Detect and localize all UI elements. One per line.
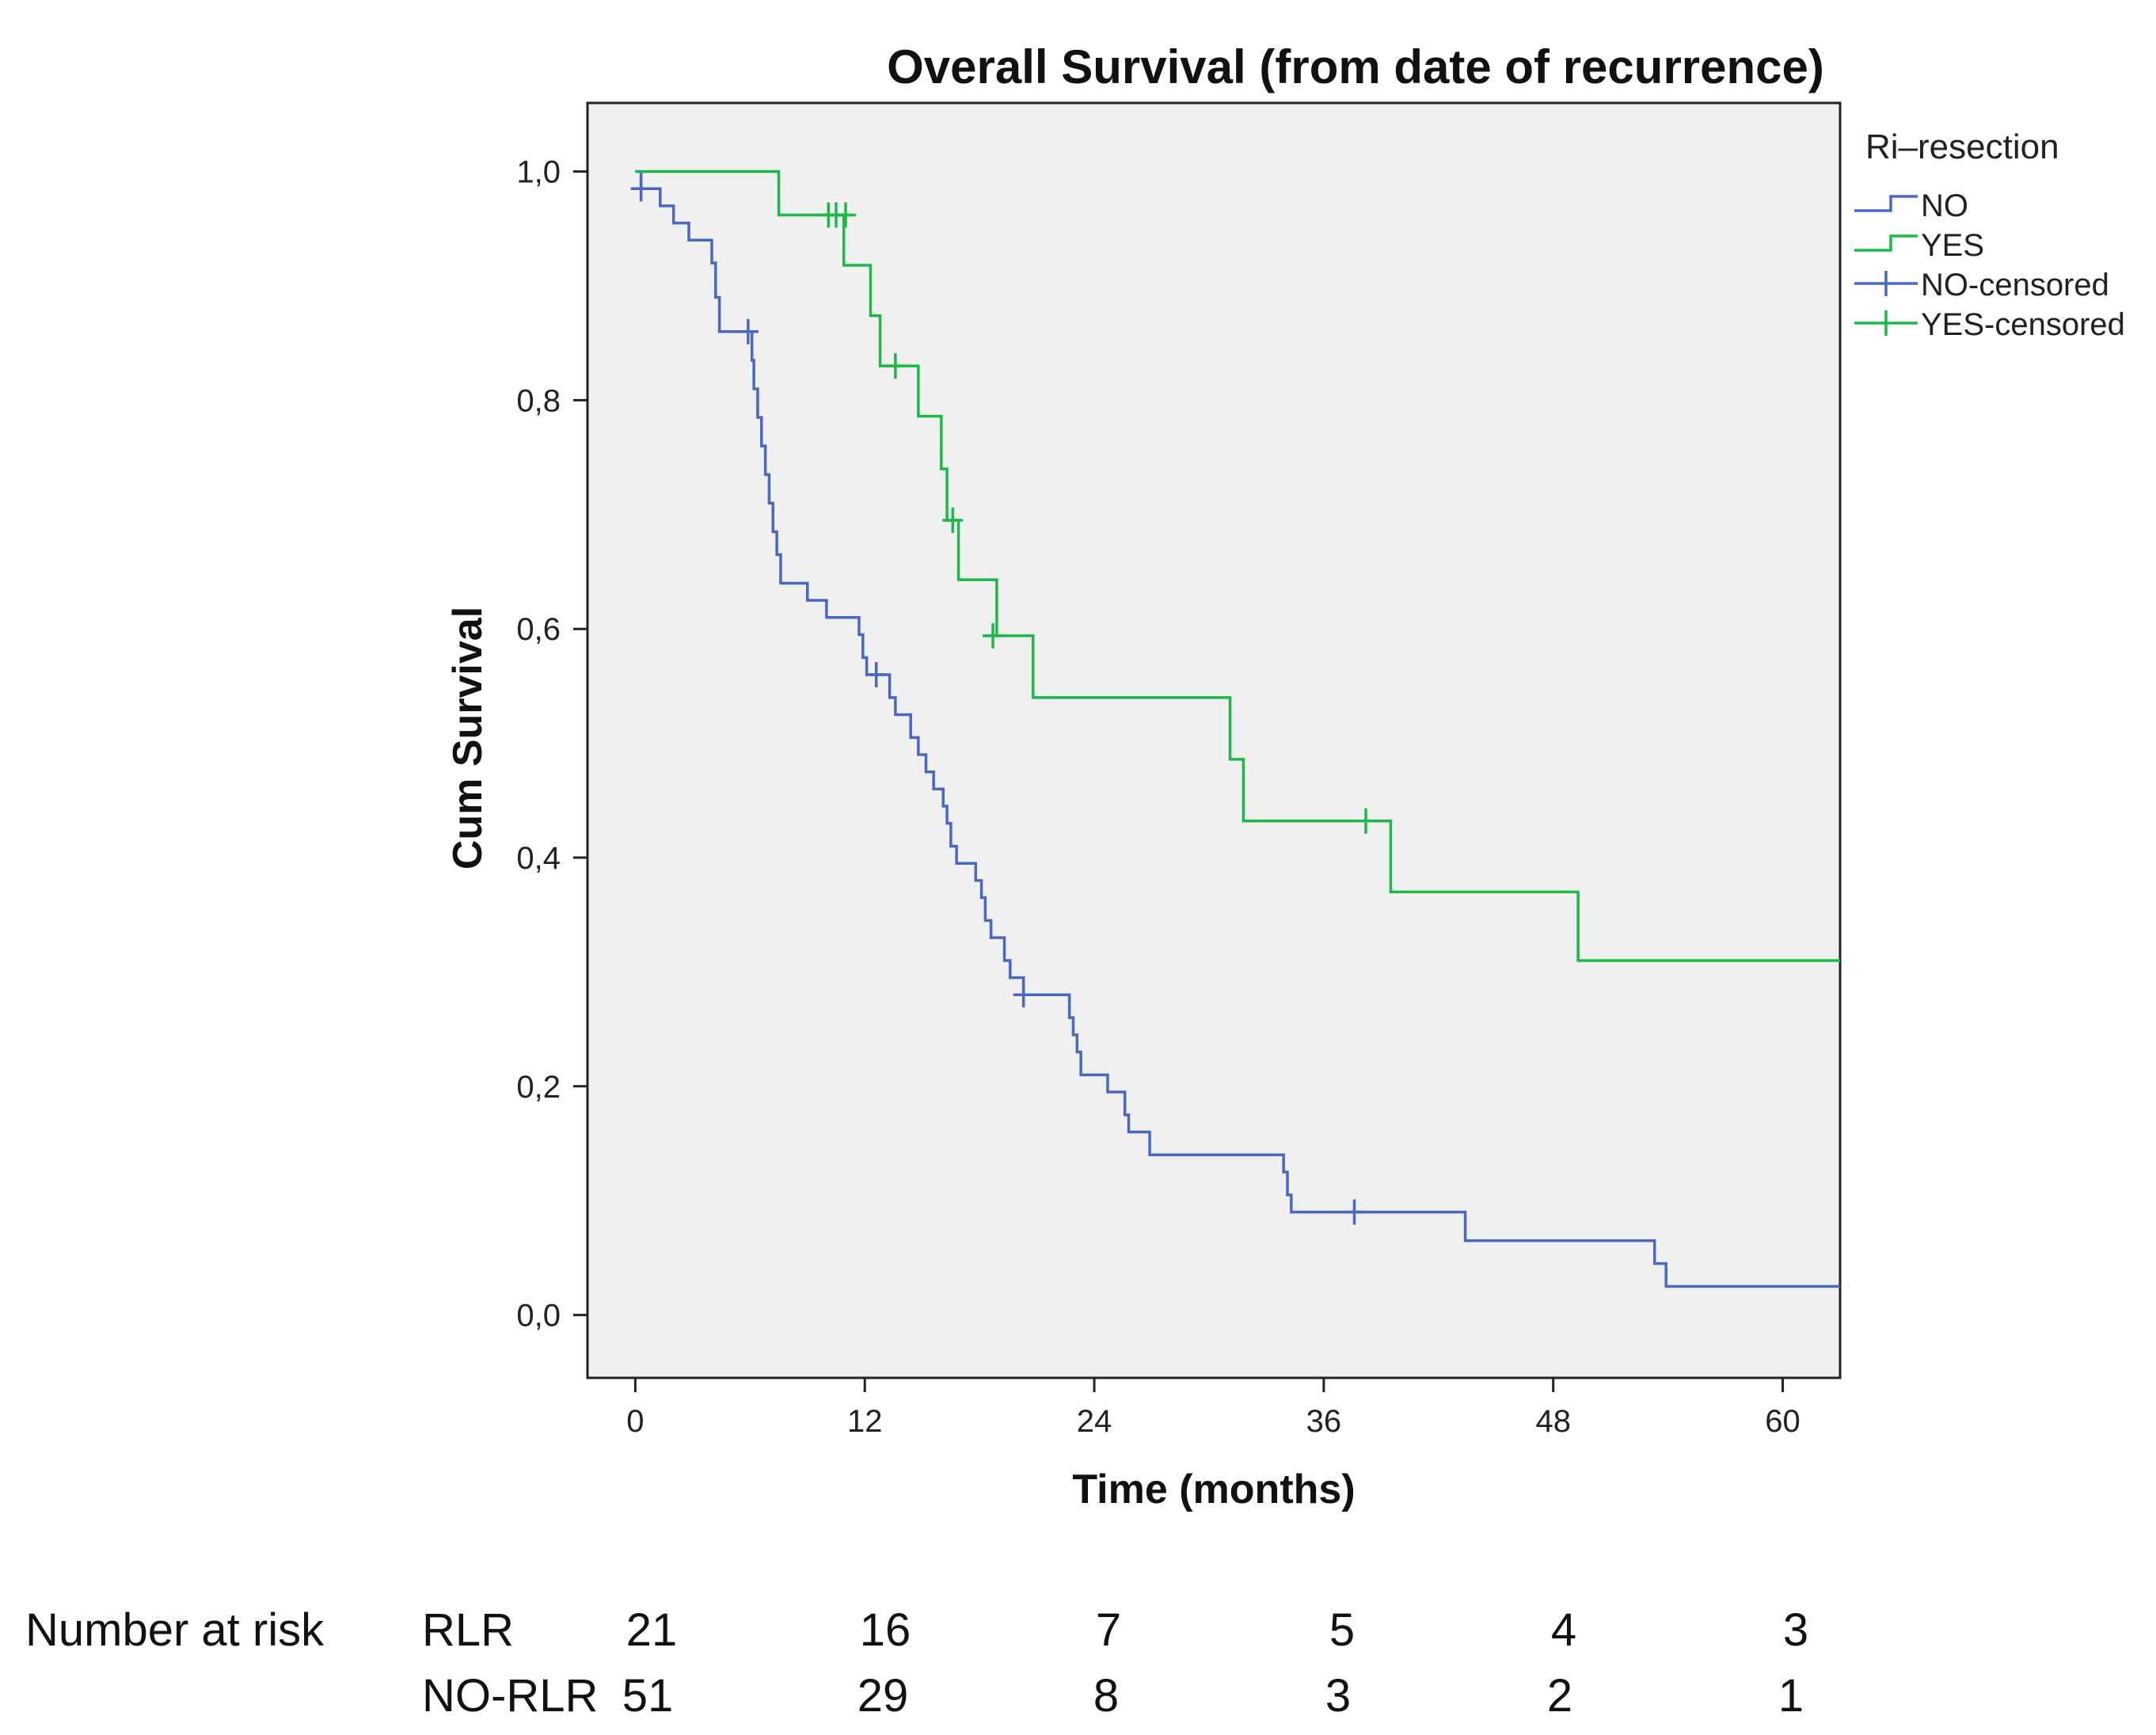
survival-curves	[630, 169, 1840, 1288]
legend-swatch-yes	[1854, 234, 1918, 252]
risk-rlr-36: 5	[1329, 1604, 1356, 1656]
series-no-censor-mark-2	[865, 661, 887, 687]
risk-no-rlr-24: 8	[1093, 1670, 1120, 1722]
y-tick-label-0: 0,0	[516, 1299, 561, 1334]
series-no-censor-mark-3	[1013, 982, 1034, 1008]
risk-table-label: Number at risk	[25, 1604, 325, 1656]
series-yes-censor-mark-3	[884, 353, 906, 379]
risk-no-rlr-48: 2	[1546, 1670, 1573, 1722]
y-tick-label-5: 1,0	[516, 155, 561, 190]
risk-no-rlr-60: 1	[1778, 1670, 1804, 1722]
legend-swatch-no	[1854, 195, 1918, 212]
series-no-censor-mark-4	[1344, 1199, 1365, 1225]
legend-items: NO YES NO-censored YES-censored	[1854, 188, 2125, 342]
legend-title: Ri–resection	[1865, 127, 2059, 166]
y-tick-label-2: 0,4	[516, 841, 561, 876]
plot-background	[586, 101, 1842, 1379]
risk-rlr-0: 21	[626, 1604, 678, 1656]
risk-no-rlr-36: 3	[1325, 1670, 1352, 1722]
series-yes-censor-mark-6	[1356, 808, 1377, 834]
x-tick-label-48: 48	[1535, 1404, 1571, 1439]
series-no-censor-mark-0	[630, 176, 652, 202]
legend-swatch-yes-censored	[1854, 310, 1918, 336]
risk-row-name-no-rlr: NO-RLR	[422, 1670, 599, 1722]
legend-swatch-no-censored	[1854, 271, 1918, 296]
risk-rlr-60: 3	[1782, 1604, 1809, 1656]
risk-rlr-48: 4	[1550, 1604, 1577, 1656]
series-yes-censor-mark-5	[983, 622, 1004, 649]
legend-label-yes: YES	[1921, 228, 1984, 263]
y-tick-label-1: 0,2	[516, 1070, 561, 1105]
risk-no-rlr-0: 51	[622, 1670, 674, 1722]
x-tick-label-60: 60	[1765, 1404, 1800, 1439]
risk-rlr-12: 16	[859, 1604, 911, 1656]
risk-row-name-rlr: RLR	[422, 1604, 515, 1656]
series-yes-censor-mark-4	[942, 508, 964, 534]
legend: Ri–resection NO YES NO-censored YES-censore…	[1854, 127, 2125, 342]
risk-rlr-24: 7	[1095, 1604, 1122, 1656]
y-tick-label-4: 0,8	[516, 383, 561, 418]
x-tick-label-36: 36	[1306, 1404, 1342, 1439]
legend-label-no: NO	[1921, 188, 1968, 223]
x-tick-label-24: 24	[1077, 1404, 1112, 1439]
x-axis-label: Time (months)	[1072, 1467, 1355, 1512]
y-tick-label-3: 0,6	[516, 612, 561, 647]
risk-no-rlr-12: 29	[857, 1670, 909, 1722]
chart-title: Overall Survival (from date of recurrenc…	[887, 40, 1824, 93]
series-no-censor-mark-1	[737, 318, 759, 344]
axis-ticks: 0 12 24 36 48 60 0,0 0,2 0,4 0,6 0,8 1,0	[516, 155, 1800, 1439]
y-axis-label: Cum Survival	[445, 607, 491, 869]
series-yes-censor-mark-2	[835, 202, 857, 228]
x-tick-label-0: 0	[626, 1404, 644, 1439]
x-tick-label-12: 12	[847, 1404, 883, 1439]
legend-label-no-censored: NO-censored	[1921, 268, 2109, 302]
legend-label-yes-censored: YES-censored	[1921, 307, 2125, 342]
series-no-line	[635, 169, 1840, 1288]
